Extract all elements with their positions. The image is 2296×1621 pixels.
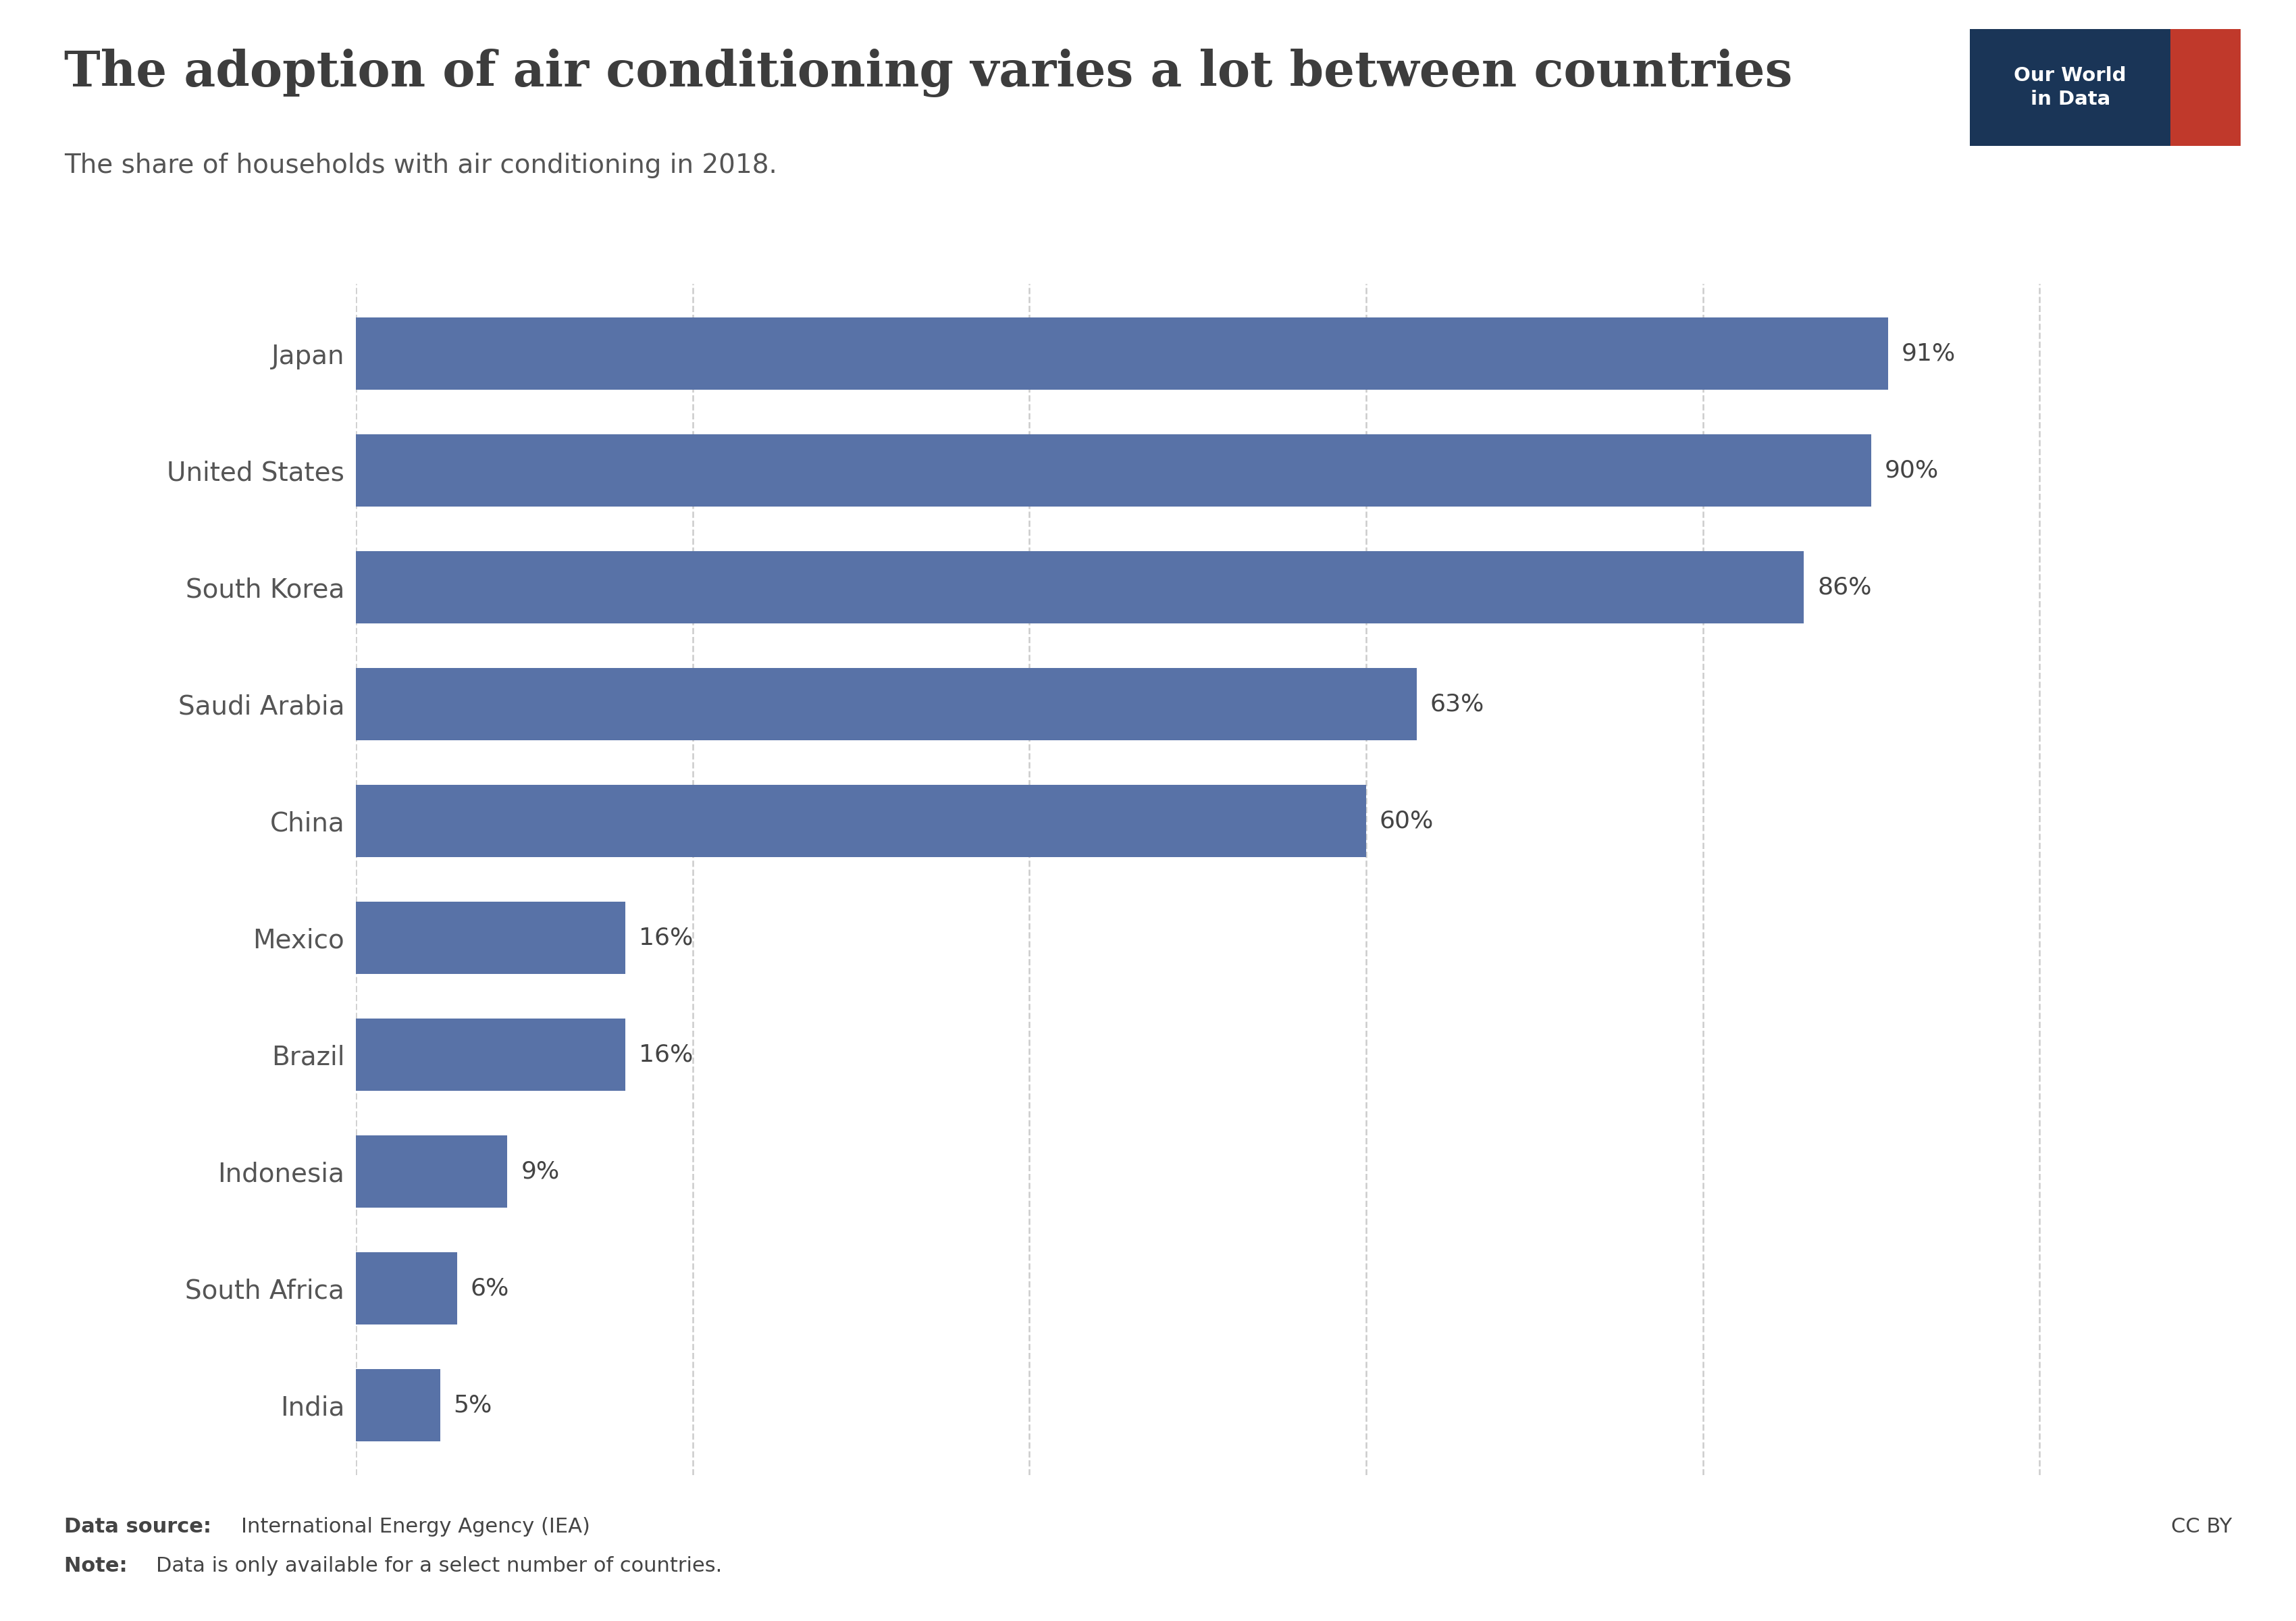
Text: The adoption of air conditioning varies a lot between countries: The adoption of air conditioning varies … [64, 49, 1793, 97]
Bar [356, 318, 1887, 391]
Bar [356, 1251, 457, 1324]
Text: Data is only available for a select number of countries.: Data is only available for a select numb… [156, 1556, 723, 1576]
Bar [356, 1018, 625, 1091]
Text: 86%: 86% [1818, 575, 1871, 598]
Bar [356, 785, 1366, 858]
Text: 6%: 6% [471, 1277, 510, 1300]
Bar [356, 551, 1805, 624]
Text: 16%: 16% [638, 926, 693, 950]
Text: The share of households with air conditioning in 2018.: The share of households with air conditi… [64, 152, 778, 178]
Text: 90%: 90% [1885, 459, 1938, 481]
Text: 16%: 16% [638, 1044, 693, 1067]
Bar [356, 1135, 507, 1208]
Text: 60%: 60% [1380, 809, 1435, 833]
Text: 63%: 63% [1430, 692, 1486, 715]
Text: CC BY: CC BY [2170, 1517, 2232, 1537]
Text: International Energy Agency (IEA): International Energy Agency (IEA) [241, 1517, 590, 1537]
Bar [356, 1368, 441, 1441]
Bar [356, 668, 1417, 741]
Text: 9%: 9% [521, 1161, 560, 1183]
Bar [2170, 29, 2241, 146]
Text: Our World
in Data: Our World in Data [2014, 66, 2126, 109]
Bar [356, 901, 625, 974]
Text: Data source:: Data source: [64, 1517, 218, 1537]
Text: 91%: 91% [1901, 342, 1956, 365]
Text: 5%: 5% [455, 1394, 491, 1417]
Text: Note:: Note: [64, 1556, 135, 1576]
Bar [356, 434, 1871, 507]
